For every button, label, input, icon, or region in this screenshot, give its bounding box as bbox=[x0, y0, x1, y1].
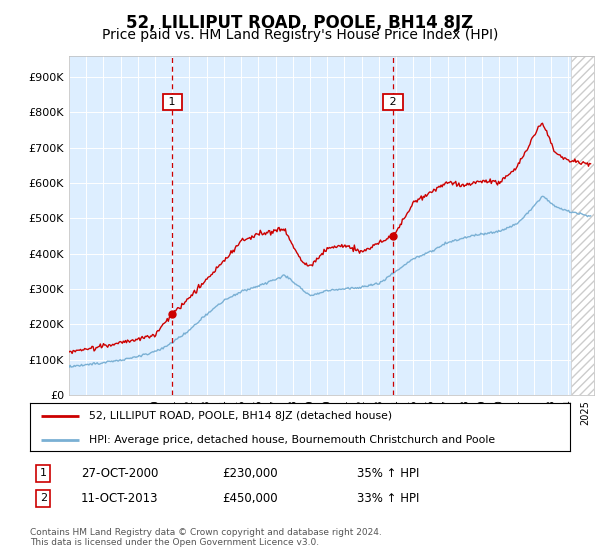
Bar bbox=[571, 56, 594, 395]
Text: 2: 2 bbox=[40, 493, 47, 503]
Text: Price paid vs. HM Land Registry's House Price Index (HPI): Price paid vs. HM Land Registry's House … bbox=[102, 28, 498, 42]
Text: £450,000: £450,000 bbox=[222, 492, 278, 505]
Text: 27-OCT-2000: 27-OCT-2000 bbox=[81, 466, 158, 480]
Text: 52, LILLIPUT ROAD, POOLE, BH14 8JZ (detached house): 52, LILLIPUT ROAD, POOLE, BH14 8JZ (deta… bbox=[89, 411, 392, 421]
Text: 2: 2 bbox=[386, 97, 400, 107]
Text: 33% ↑ HPI: 33% ↑ HPI bbox=[357, 492, 419, 505]
Text: 52, LILLIPUT ROAD, POOLE, BH14 8JZ: 52, LILLIPUT ROAD, POOLE, BH14 8JZ bbox=[127, 14, 473, 32]
Text: 1: 1 bbox=[165, 97, 179, 107]
Text: £230,000: £230,000 bbox=[222, 466, 278, 480]
Text: 1: 1 bbox=[40, 468, 47, 478]
Text: HPI: Average price, detached house, Bournemouth Christchurch and Poole: HPI: Average price, detached house, Bour… bbox=[89, 435, 496, 445]
Text: 35% ↑ HPI: 35% ↑ HPI bbox=[357, 466, 419, 480]
Text: 11-OCT-2013: 11-OCT-2013 bbox=[81, 492, 158, 505]
Text: Contains HM Land Registry data © Crown copyright and database right 2024.
This d: Contains HM Land Registry data © Crown c… bbox=[30, 528, 382, 547]
Bar bbox=[571, 56, 594, 395]
